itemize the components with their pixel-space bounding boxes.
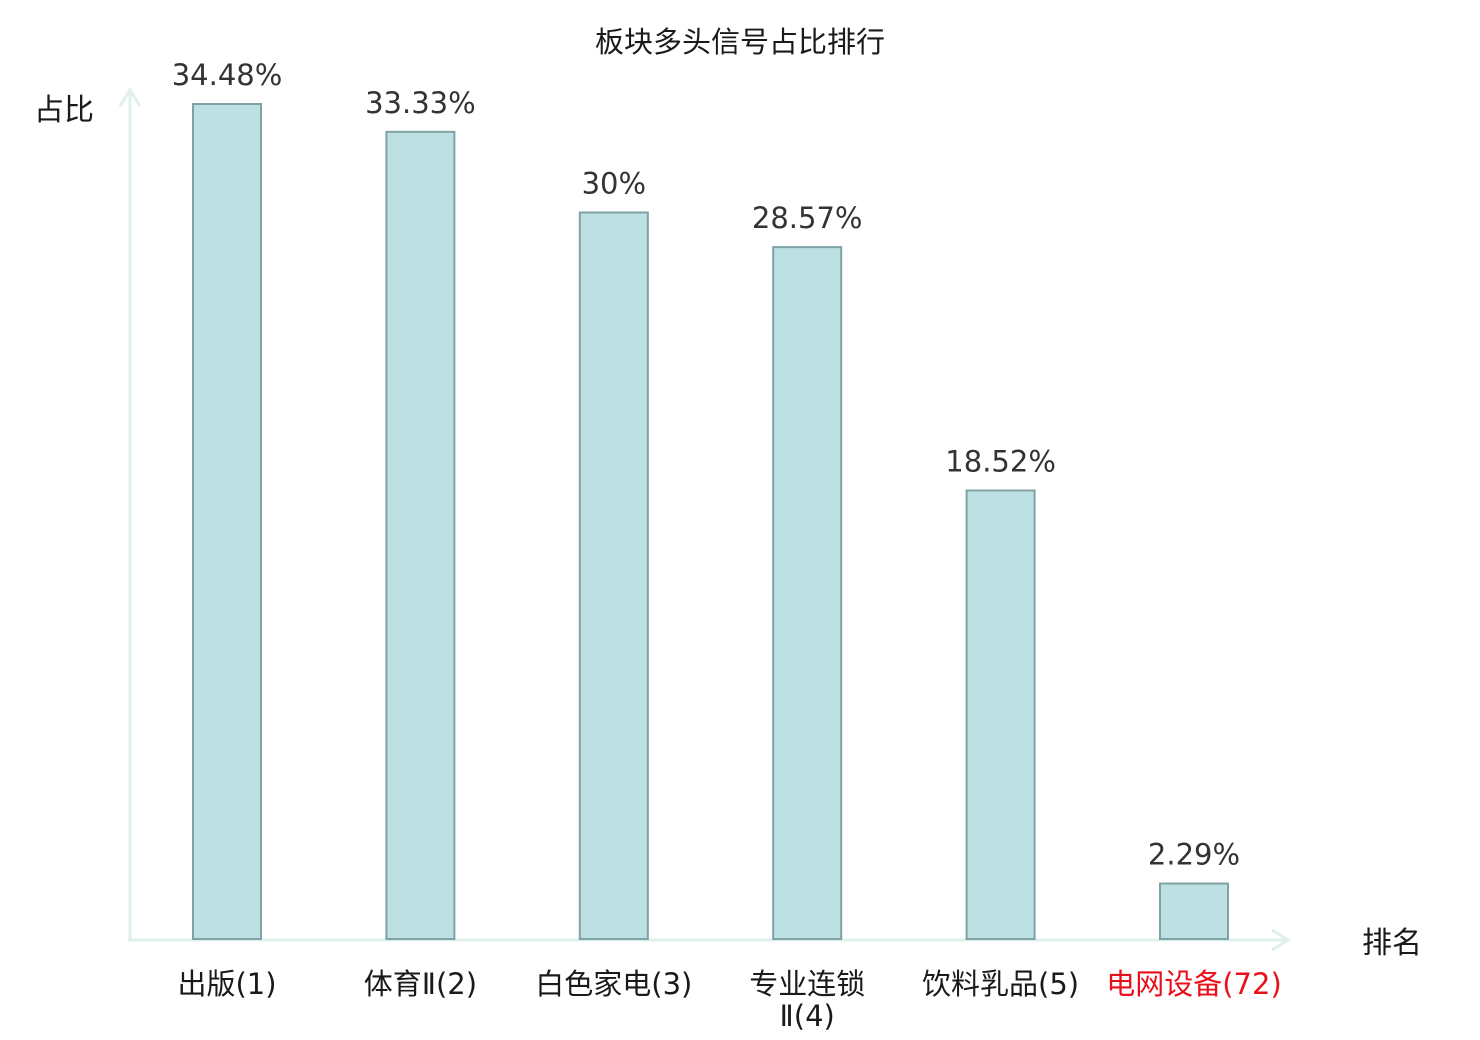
chart-title: 板块多头信号占比排行 bbox=[595, 25, 885, 59]
category-name: 白色家电 bbox=[535, 967, 651, 1001]
value-labels-group: 34.48% 33.33% 30% 28.57% 18.52% 2.29% bbox=[172, 58, 1240, 872]
value-label-2: 33.33% bbox=[365, 86, 476, 120]
y-axis bbox=[118, 87, 142, 940]
category-name: 专业连锁 bbox=[749, 967, 865, 1001]
bar-5 bbox=[965, 489, 1036, 940]
category-rank: (5) bbox=[1038, 967, 1079, 1001]
value-label-4: 28.57% bbox=[752, 201, 863, 235]
value-label-5: 18.52% bbox=[945, 445, 1056, 479]
x-axis bbox=[128, 928, 1291, 952]
category-rank: (72) bbox=[1222, 967, 1282, 1001]
category-label-6: 电网设备(72) bbox=[1106, 967, 1282, 1001]
category-label-2: 体育Ⅱ(2) bbox=[364, 967, 477, 1001]
category-label-3: 白色家电(3) bbox=[535, 967, 692, 1001]
category-rank: (3) bbox=[651, 967, 692, 1001]
category-label-5: 饮料乳品(5) bbox=[922, 967, 1079, 1001]
y-axis-label: 占比 bbox=[34, 93, 94, 128]
bar-2 bbox=[385, 130, 456, 940]
bars-group bbox=[192, 103, 1229, 941]
category-rank: (2) bbox=[436, 967, 477, 1001]
x-axis-label: 排名 bbox=[1362, 926, 1422, 961]
category-name: 电网设备 bbox=[1106, 967, 1222, 1001]
category-label-4-line2: Ⅱ(4) bbox=[780, 999, 835, 1033]
value-label-6: 2.29% bbox=[1148, 838, 1240, 872]
bar-1 bbox=[192, 103, 262, 940]
value-label-3: 30% bbox=[582, 166, 646, 200]
bar-6 bbox=[1159, 882, 1229, 940]
category-rank: (1) bbox=[235, 967, 276, 1001]
category-name: 出版 bbox=[177, 967, 235, 1001]
bar-4 bbox=[772, 246, 843, 941]
bar-3 bbox=[578, 211, 649, 940]
category-name: 饮料乳品 bbox=[922, 967, 1038, 1001]
category-label-1: 出版(1) bbox=[177, 967, 276, 1001]
category-name: 体育Ⅱ bbox=[364, 967, 436, 1001]
category-label-4: 专业连锁 bbox=[749, 967, 865, 1001]
value-label-1: 34.48% bbox=[172, 58, 283, 92]
